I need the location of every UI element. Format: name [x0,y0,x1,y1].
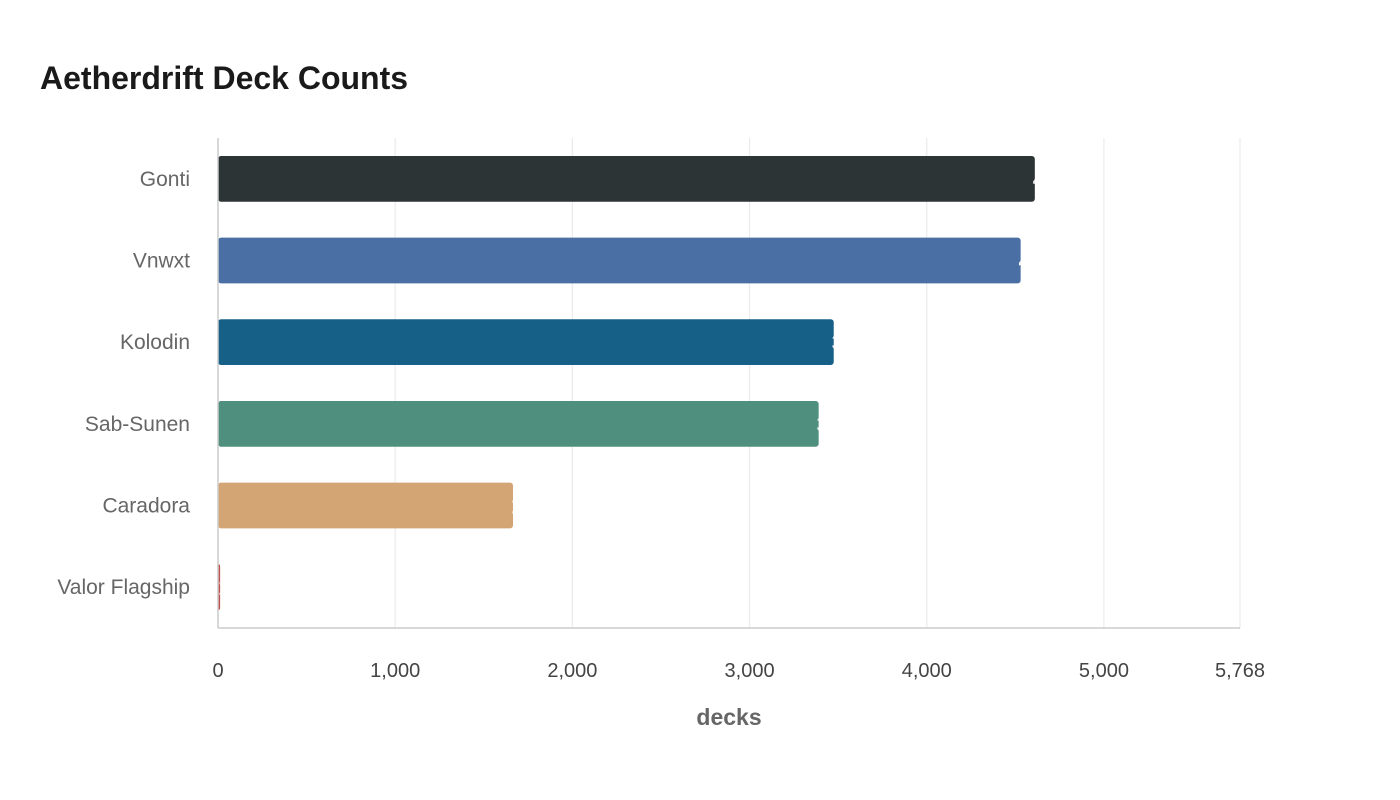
category-label: Caradora [102,495,190,518]
x-tick-label: 5,000 [1079,660,1129,682]
data-label: 12 [218,575,242,600]
x-axis-title: decks [696,704,761,730]
x-tick-label: 2,000 [547,660,597,682]
x-tick-label: 5,768 [1215,660,1265,682]
bar-kolodin [218,319,834,366]
data-label: 3,475 [832,330,887,355]
bar-caradora [218,482,514,529]
x-tick-label: 4,000 [902,660,952,682]
axis-layer: 0 1,000 2,000 3,000 4,000 5,000 5,768 decks [212,138,1265,730]
data-label: 3,390 [817,412,872,437]
category-label: Valor Flagship [57,576,190,599]
category-label: Sab-Sunen [85,413,190,436]
chart-title: Aetherdrift Deck Counts [40,60,409,96]
bar-sab-sunen [218,400,819,447]
bar-layer [218,155,1035,611]
data-label: 1,665 [511,494,566,519]
x-tick-label: 3,000 [725,660,775,682]
data-label: 4,530 [1019,249,1074,274]
data-label: 4,610 [1033,167,1088,192]
x-tick-label: 0 [212,660,223,682]
bar-vnwxt [218,237,1021,284]
grid-layer [394,138,1241,628]
category-label: Kolodin [120,331,190,354]
x-tick-label: 1,000 [370,660,420,682]
category-label: Vnwxt [133,250,190,273]
bar-gonti [218,155,1035,202]
label-layer: Gonti 4,610 Vnwxt 4,530 Kolodin 3,475 Sab-Sune… [57,167,1088,600]
category-label: Gonti [140,168,190,191]
